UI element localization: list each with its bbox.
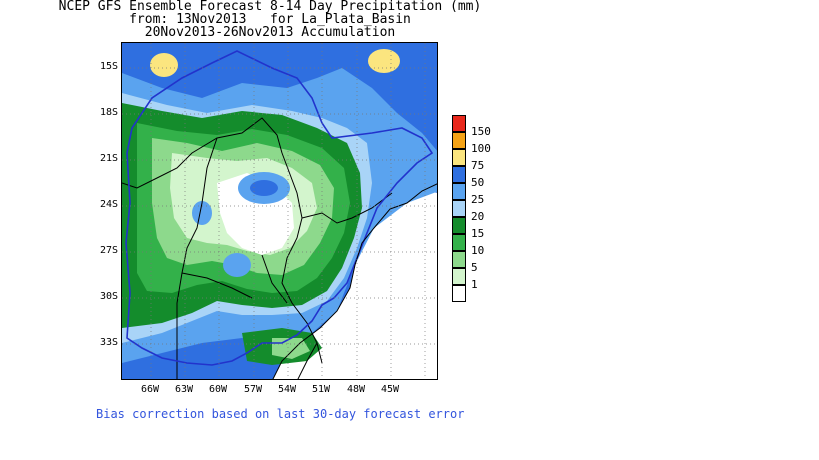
lat-label: 18S: [99, 107, 118, 118]
legend-label: 25: [471, 193, 485, 206]
lat-label: 15S: [99, 61, 118, 72]
lon-label: 48W: [346, 384, 366, 395]
bias-correction-note: Bias correction based on last 30-day for…: [96, 407, 465, 421]
lat-label: 30S: [99, 291, 118, 302]
legend-label: 1: [471, 278, 478, 291]
title-line-2: from: 13Nov2013 for La_Plata_Basin: [129, 12, 411, 27]
precip-blob-west: [192, 201, 212, 225]
precip-blob-north-core: [250, 180, 278, 196]
legend-label: 5: [471, 261, 478, 274]
legend-swatch: [452, 132, 466, 149]
lat-label: 24S: [99, 199, 118, 210]
legend-swatch: [452, 200, 466, 217]
lon-label: 54W: [277, 384, 297, 395]
legend-label: 100: [471, 142, 491, 155]
legend-label: 15: [471, 227, 485, 240]
lon-label: 51W: [311, 384, 331, 395]
country-borders: [122, 117, 393, 379]
lon-label: 66W: [140, 384, 160, 395]
legend-swatch: [452, 183, 466, 200]
graticule: [122, 43, 437, 379]
legend-swatch: [452, 166, 466, 183]
legend-swatch: [452, 149, 466, 166]
title-line-1: NCEP GFS Ensemble Forecast 8-14 Day Prec…: [58, 0, 482, 14]
basin-outline: [125, 50, 434, 366]
lon-label: 63W: [174, 384, 194, 395]
precip-75-nw: [150, 53, 178, 77]
precipitation-map: [121, 42, 438, 380]
map-svg: [122, 43, 437, 379]
lat-label: 27S: [99, 245, 118, 256]
ocean-no-precip: [273, 191, 437, 379]
legend-swatch: [452, 234, 466, 251]
precip-blob-south: [223, 253, 251, 277]
title-line-3: 20Nov2013-26Nov2013 Accumulation: [144, 25, 396, 40]
precip-75-ne: [368, 49, 400, 73]
coastline: [272, 183, 437, 379]
legend-swatch: [452, 251, 466, 268]
lon-label: 45W: [380, 384, 400, 395]
legend-swatch: [452, 285, 466, 302]
lon-label: 57W: [243, 384, 263, 395]
legend-label: 75: [471, 159, 485, 172]
legend-label: 150: [471, 125, 491, 138]
legend-swatch: [452, 115, 466, 132]
legend-label: 10: [471, 244, 485, 257]
lon-label: 60W: [208, 384, 228, 395]
legend-swatch: [452, 268, 466, 285]
legend-label: 50: [471, 176, 485, 189]
lat-label: 21S: [99, 153, 118, 164]
lat-label: 33S: [99, 337, 118, 348]
legend-label: 20: [471, 210, 485, 223]
legend-swatch: [452, 217, 466, 234]
